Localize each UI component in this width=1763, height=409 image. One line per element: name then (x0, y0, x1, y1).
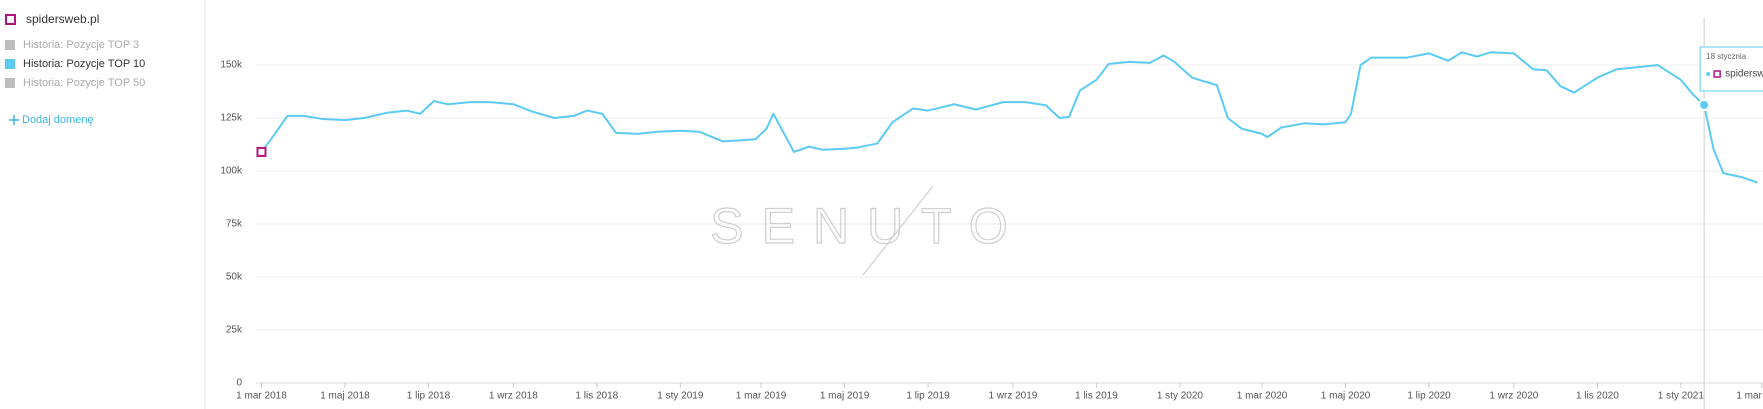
tooltip (1699, 46, 1763, 92)
x-tick-label: 1 mar 2019 (736, 391, 787, 402)
x-tick-label: 1 lis 2019 (1075, 391, 1118, 402)
x-tick-label: 1 wrz 2020 (1489, 391, 1538, 402)
y-tick-label: 50k (226, 272, 243, 283)
x-tick-label: 1 lis 2020 (1576, 391, 1619, 402)
legend-swatch[interactable] (5, 59, 15, 69)
hover-point (1698, 98, 1711, 111)
x-tick-label: 1 lip 2019 (906, 391, 950, 402)
legend-label[interactable]: Historia: Pozycje TOP 50 (23, 77, 145, 89)
x-tick-label: 1 mar 2021 (1736, 391, 1763, 402)
y-tick-label: 125k (220, 113, 243, 124)
legend-swatch[interactable] (5, 40, 15, 50)
domain-name[interactable]: spidersweb.pl (26, 12, 99, 26)
y-tick-label: 0 (236, 378, 242, 389)
tooltip-dot (1706, 72, 1711, 76)
y-tick-label: 25k (226, 325, 243, 336)
legend-label[interactable]: Historia: Pozycje TOP 3 (23, 39, 139, 51)
watermark-slash (862, 185, 934, 276)
x-tick-label: 1 lip 2020 (1407, 391, 1451, 402)
legend-swatch[interactable] (5, 78, 15, 88)
x-tick-label: 1 lip 2018 (407, 391, 451, 402)
start-favicon (256, 146, 267, 157)
watermark: SENUTO (710, 198, 1025, 254)
x-tick-label: 1 sty 2020 (1157, 391, 1204, 402)
y-tick-label: 150k (220, 60, 243, 71)
domain-favicon (5, 14, 16, 25)
x-tick-label: 1 mar 2018 (236, 391, 287, 402)
add-domain[interactable]: Dodaj domenę (22, 114, 94, 126)
x-tick-label: 1 wrz 2019 (988, 391, 1037, 402)
x-tick-label: 1 mar 2020 (1237, 391, 1288, 402)
tooltip-title: 18 stycznia (1706, 52, 1747, 61)
x-tick-label: 1 maj 2019 (820, 391, 870, 402)
x-tick-label: 1 maj 2020 (1321, 391, 1371, 402)
tooltip-favicon (1713, 70, 1721, 78)
x-tick-label: 1 sty 2019 (657, 391, 704, 402)
y-tick-label: 75k (226, 219, 243, 230)
tooltip-site: spidersweb.pl (1725, 69, 1763, 80)
x-tick-label: 1 wrz 2018 (489, 391, 538, 402)
x-tick-label: 1 sty 2021 (1658, 391, 1705, 402)
y-tick-label: 100k (220, 166, 243, 177)
sidebar (0, 0, 205, 409)
data-line (260, 51, 1758, 184)
add-icon[interactable] (9, 115, 19, 125)
legend-label[interactable]: Historia: Pozycje TOP 10 (23, 58, 145, 70)
x-tick-label: 1 maj 2018 (320, 391, 370, 402)
x-tick-label: 1 lis 2018 (575, 391, 618, 402)
